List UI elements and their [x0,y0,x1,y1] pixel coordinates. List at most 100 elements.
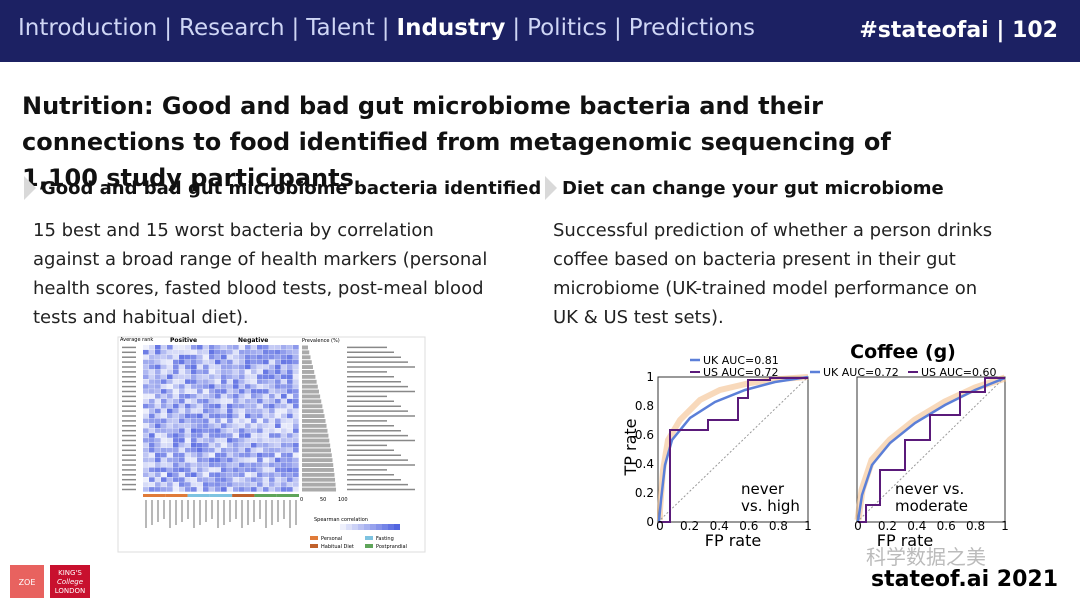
heatmap-cell [275,462,281,468]
heatmap-cell [155,374,161,379]
heatmap-cell [185,345,191,350]
heatmap-cell [143,398,149,404]
heatmap-cell [257,443,263,448]
heatmap-cell [167,349,173,355]
heatmap-cell [155,413,161,419]
nav-item[interactable]: Talent [306,15,375,41]
heatmap-cell [167,482,173,487]
heatmap-cell [143,349,149,355]
heatmap-cell [191,418,197,424]
heatmap-cell [203,447,209,453]
heatmap-cell [245,369,251,375]
slide-title: Nutrition: Good and bad gut microbiome b… [22,92,891,192]
heatmap-cell [251,354,257,360]
heatmap-cell [149,423,155,428]
heatmap-cell [293,364,299,370]
heatmap-cell [239,369,245,375]
heatmap-cell [209,389,215,394]
heatmap-cell [227,354,233,360]
heatmap-cell [185,443,191,448]
heatmap-cell [227,408,233,414]
heatmap-cell [287,403,293,409]
nav-item[interactable]: Predictions [628,15,756,41]
nav-item[interactable]: Introduction [18,15,158,41]
heatmap-cell [281,384,287,389]
heatmap-cell [215,482,221,487]
heatmap-cell [185,428,191,433]
heatmap-cell [257,369,263,375]
heatmap-cell [257,418,263,424]
heatmap-cell [185,457,191,463]
heatmap-cell [209,457,215,463]
heatmap-cell [197,369,203,375]
heatmap-cell [287,438,293,443]
heatmap-cell [203,457,209,463]
heatmap-cell [257,384,263,389]
heatmap-cell [185,447,191,453]
heatmap-cell [179,457,185,463]
heatmap-cell [293,374,299,379]
heatmap-cell [155,394,161,399]
heatmap-cell [203,349,209,355]
heatmap-cell [287,379,293,384]
heatmap-cell [257,452,263,458]
heatmap-cell [233,428,239,433]
diagonal [657,376,809,523]
heatmap-cell [257,345,263,350]
heatmap-cell [233,408,239,414]
heatmap-cell [257,389,263,394]
heatmap-cell [287,428,293,433]
heatmap-cell [239,472,245,477]
heatmap-cell [209,452,215,458]
heatmap-cell [149,487,155,492]
heatmap-cell [167,443,173,448]
heatmap-cell [203,443,209,448]
heatmap-cell [263,443,269,448]
heatmap-cell [191,433,197,438]
heatmap-cell [161,403,167,409]
heatmap-cell [215,364,221,370]
heatmap-cell [233,394,239,399]
heatmap-cell [191,443,197,448]
heatmap-cell [143,423,149,428]
nav-item[interactable]: Research [179,15,285,41]
heatmap-cell [173,394,179,399]
heatmap-cell [293,447,299,453]
heatmap-cell [227,389,233,394]
heatmap-cell [293,423,299,428]
heatmap-cell [263,403,269,409]
heatmap-cell [269,359,275,365]
heatmap-cell [227,462,233,468]
heatmap-cell [155,477,161,482]
heatmap-cell [173,354,179,360]
heatmap-cell [155,369,161,375]
nav-item[interactable]: Politics [527,15,608,41]
heatmap-cell [245,364,251,370]
heatmap-cell [251,457,257,463]
nav-item[interactable]: Industry [396,15,506,41]
heatmap-cell [203,438,209,443]
heatmap-cell [257,403,263,409]
heatmap-cell [281,457,287,463]
brand: stateof.ai 2021 [871,567,1058,592]
heatmap-cell [269,369,275,375]
heatmap-cell [197,467,203,473]
heatmap-cell [215,443,221,448]
heatmap-cell [221,428,227,433]
heatmap-cell [149,467,155,473]
heatmap-cell [161,482,167,487]
heatmap-cell [221,452,227,458]
heatmap-cell [263,428,269,433]
heatmap-cell [281,423,287,428]
heatmap-cell [293,482,299,487]
heatmap-cell [191,374,197,379]
nav-separator: | [614,15,622,41]
heatmap-cell [275,447,281,453]
x-tick-label: 0.8 [769,519,788,533]
heatmap-cell [287,389,293,394]
heatmap-cell [173,418,179,424]
scale-label: Spearman correlation [314,517,368,523]
category-bar [187,494,210,497]
heatmap-cell [251,438,257,443]
